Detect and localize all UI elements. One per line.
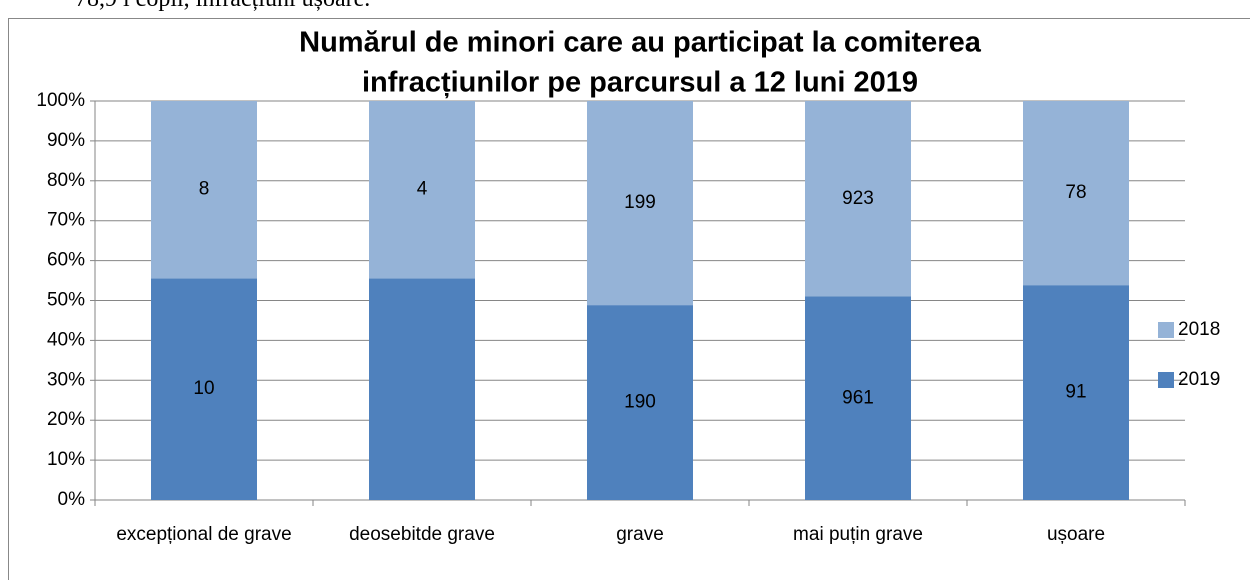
chart-title: infracțiunilor pe parcursul a 12 luni 20… [362, 67, 918, 99]
x-tick-label: mai puțin grave [793, 524, 923, 545]
data-label: 91 [1065, 382, 1086, 403]
bar-segment [587, 305, 693, 500]
data-label: 961 [842, 387, 874, 408]
data-label: 4 [417, 179, 428, 200]
x-tick-label: deosebitde grave [349, 524, 495, 545]
y-tick-label: 100% [36, 90, 85, 111]
y-tick-label: 90% [47, 130, 85, 151]
x-tick-label: ușoare [1046, 524, 1106, 545]
y-tick-label: 50% [47, 290, 85, 311]
bar-segment [805, 296, 911, 500]
y-tick-label: 40% [47, 329, 85, 350]
data-label: 923 [842, 188, 874, 209]
y-tick-label: 0% [58, 489, 86, 510]
x-tick-label: excepțional de grave [116, 524, 292, 545]
legend-swatch [1158, 322, 1174, 338]
bar-segment [1023, 285, 1129, 500]
data-label: 199 [624, 192, 656, 213]
data-label: 8 [199, 179, 210, 200]
data-label: 78 [1065, 182, 1086, 203]
bar-segment [151, 101, 257, 279]
bar-segment [151, 278, 257, 500]
bar-segment [587, 101, 693, 306]
x-tick-label: grave [616, 524, 664, 545]
legend-label: 2019 [1178, 369, 1220, 390]
bar-segment [369, 101, 475, 279]
y-tick-label: 20% [47, 409, 85, 430]
y-tick-label: 60% [47, 250, 85, 271]
data-label: 10 [193, 378, 214, 399]
bar-segment [805, 101, 911, 297]
legend-label: 2018 [1178, 319, 1220, 340]
bar-segment [369, 278, 475, 500]
y-tick-label: 80% [47, 170, 85, 191]
page-text: 78,9 i copii, infracțiuni ușoare. [75, 0, 370, 13]
y-tick-label: 10% [47, 449, 85, 470]
legend-swatch [1158, 372, 1174, 388]
y-tick-label: 70% [47, 210, 85, 231]
chart-title: Numărul de minori care au participat la … [299, 27, 982, 59]
bar-segment [1023, 101, 1129, 286]
y-tick-label: 30% [47, 369, 85, 390]
data-label: 190 [624, 392, 656, 413]
